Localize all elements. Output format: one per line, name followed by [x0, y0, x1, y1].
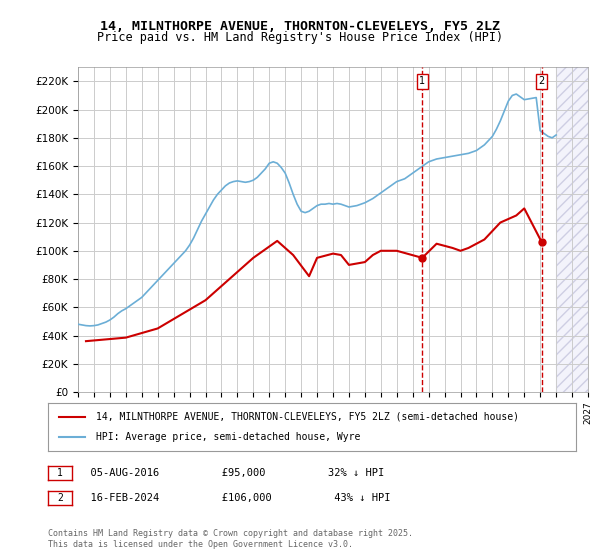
Text: HPI: Average price, semi-detached house, Wyre: HPI: Average price, semi-detached house,… [95, 432, 360, 442]
Text: 1: 1 [419, 76, 425, 86]
Text: Contains HM Land Registry data © Crown copyright and database right 2025.
This d: Contains HM Land Registry data © Crown c… [48, 529, 413, 549]
Bar [556, 67, 588, 392]
Text: 14, MILNTHORPE AVENUE, THORNTON-CLEVELEYS, FY5 2LZ (semi-detached house): 14, MILNTHORPE AVENUE, THORNTON-CLEVELEY… [95, 412, 518, 422]
Text: 2: 2 [539, 76, 545, 86]
Text: 16-FEB-2024          £106,000          43% ↓ HPI: 16-FEB-2024 £106,000 43% ↓ HPI [78, 493, 391, 503]
Text: 1: 1 [57, 468, 63, 478]
Text: Price paid vs. HM Land Registry's House Price Index (HPI): Price paid vs. HM Land Registry's House … [97, 31, 503, 44]
Text: 14, MILNTHORPE AVENUE, THORNTON-CLEVELEYS, FY5 2LZ: 14, MILNTHORPE AVENUE, THORNTON-CLEVELEY… [100, 20, 500, 32]
Bar [556, 67, 588, 392]
Text: 05-AUG-2016          £95,000          32% ↓ HPI: 05-AUG-2016 £95,000 32% ↓ HPI [78, 468, 384, 478]
Text: 2: 2 [57, 493, 63, 503]
